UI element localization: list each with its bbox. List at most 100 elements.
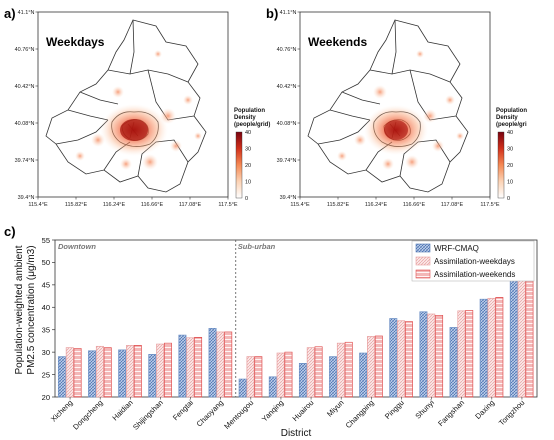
bar-assimilation-weekends-fangshan xyxy=(465,310,474,398)
x-tick-label-yanqing: Yanqing xyxy=(260,398,285,423)
panel-c-letter: c) xyxy=(4,224,16,239)
bar-assimilation-weekdays-yanqing xyxy=(276,352,285,398)
bar-wrf-cmaq-fangshan xyxy=(449,327,458,398)
map-b-lon-tick-label: 116.24°E xyxy=(365,202,388,208)
colorbar-a-title-line1: Population xyxy=(234,108,265,114)
map-b-frame xyxy=(299,11,491,198)
bar-assimilation-weekends-daxing xyxy=(495,297,504,398)
map-b-lon-tick-label: 117.5°E xyxy=(480,202,500,208)
bar-assimilation-weekdays-shijingshan xyxy=(156,343,165,398)
bar-chart-y-ticks: 20 25 30 35 40 45 50 55 xyxy=(42,236,55,402)
y-tick-label: 40 xyxy=(42,303,50,312)
legend-box xyxy=(411,240,535,282)
bar-chart-legend: WRF-CMAQ Assimilation-weekdays Assimilat… xyxy=(411,240,535,282)
y-tick-label: 25 xyxy=(42,370,50,379)
colorbar-b-tick-10: 10 xyxy=(507,180,513,186)
bar-assimilation-weekends-dongcheng xyxy=(103,347,112,398)
y-tick-label: 35 xyxy=(42,326,50,335)
colorbar-b-title-line3: (people/gri xyxy=(496,122,527,128)
bar-wrf-cmaq-huairou xyxy=(298,363,307,398)
bar-wrf-cmaq-chaoyang xyxy=(208,328,217,398)
colorbar-a-tick-40: 40 xyxy=(245,130,251,136)
map-a-lon-tick-label: 117.08°E xyxy=(179,202,202,208)
bar-assimilation-weekends-shijingshan xyxy=(164,342,172,398)
legend-swatch-assim-weekends xyxy=(415,269,431,279)
bar-wrf-cmaq-yanqing xyxy=(268,376,277,398)
colorbar-b-title-line2: Density xyxy=(496,115,518,121)
bar-wrf-cmaq-shunyi xyxy=(419,311,428,398)
map-a-lat-tick-label: 40.42°N xyxy=(15,84,35,90)
x-tick-label-tongzhou: Tongzhou xyxy=(497,398,526,427)
map-a-lat-tick-label: 39.4°N xyxy=(18,195,35,201)
x-tick-label-daxing: Daxing xyxy=(473,398,496,421)
bar-assimilation-weekends-tongzhou xyxy=(525,277,534,398)
bar-assimilation-weekdays-tongzhou xyxy=(517,277,526,398)
bar-wrf-cmaq-mentougou xyxy=(238,378,247,398)
colorbar-a-ticks: 40 30 20 10 0 xyxy=(245,130,251,202)
map-b-lon-tick-label: 115.4°E xyxy=(290,202,310,208)
legend-label-assim-weekends: Assimilation-weekends xyxy=(434,270,515,279)
map-a-lat-ticks: 41.1°N 40.76°N 40.42°N 40.08°N 39.74°N 39.4°N xyxy=(15,10,38,201)
colorbar-a-title-line2: Density xyxy=(234,115,256,121)
y-tick-label: 55 xyxy=(42,236,50,245)
bar-wrf-cmaq-tongzhou xyxy=(509,262,518,398)
panel-c: c) Population-weighted ambient PM2.5 con… xyxy=(4,224,538,439)
bar-chart-xlabel: District xyxy=(281,428,312,439)
y-tick-label: 30 xyxy=(42,348,50,357)
map-b-lon-tick-label: 117.08°E xyxy=(441,202,464,208)
colorbar-b-tick-40: 40 xyxy=(507,130,513,136)
x-tick-label-shijingshan: Shijingshan xyxy=(131,398,165,432)
bar-assimilation-weekdays-haidian xyxy=(126,345,134,398)
map-a-lat-tick-label: 41.1°N xyxy=(18,10,35,16)
bar-assimilation-weekdays-miyun xyxy=(336,342,345,398)
bar-assimilation-weekdays-changping xyxy=(367,336,375,398)
panel-b: b) xyxy=(266,6,527,208)
bar-assimilation-weekdays-chaoyang xyxy=(216,331,225,398)
colorbar-a-tick-30: 30 xyxy=(245,147,251,153)
panel-b-letter: b) xyxy=(266,6,278,21)
x-tick-label-mentougou: Mentougou xyxy=(222,398,255,431)
panel-a: a) xyxy=(4,6,270,208)
bar-wrf-cmaq-dongcheng xyxy=(88,350,97,398)
bar-chart-bars xyxy=(57,262,534,398)
colorbar-a-tick-0: 0 xyxy=(245,196,248,202)
bar-assimilation-weekdays-daxing xyxy=(487,297,496,398)
bar-wrf-cmaq-miyun xyxy=(329,356,338,398)
map-b-lon-ticks: 115.4°E 115.82°E 116.24°E 116.66°E 117.08°E 1… xyxy=(290,197,500,208)
legend-swatch-assim-weekdays xyxy=(415,256,431,266)
bar-chart-ylabel-line2: PM2.5 concentration (μg/m3) xyxy=(26,245,37,374)
bar-wrf-cmaq-shijingshan xyxy=(148,354,157,398)
region-label-suburban: Sub-urban xyxy=(238,242,276,251)
x-tick-label-miyun: Miyun xyxy=(325,398,346,419)
bar-assimilation-weekdays-xicheng xyxy=(65,347,74,398)
bar-assimilation-weekends-chaoyang xyxy=(224,331,233,398)
map-b-density xyxy=(337,50,464,170)
map-a-colorbar: Population Density (people/grid) 40 30 2… xyxy=(234,108,270,202)
x-tick-label-haidian: Haidian xyxy=(110,398,134,422)
colorbar-b-tick-20: 20 xyxy=(507,163,513,169)
bar-wrf-cmaq-haidian xyxy=(118,349,127,398)
bar-assimilation-weekends-yanqing xyxy=(284,351,293,398)
bar-assimilation-weekends-pinggu xyxy=(405,321,413,398)
legend-swatch-wrf-cmaq xyxy=(415,243,431,253)
colorbar-b-ticks: 40 30 20 10 0 xyxy=(507,130,513,202)
map-b-lat-tick-label: 39.74°N xyxy=(277,158,297,164)
bar-assimilation-weekends-fengtai xyxy=(194,336,203,398)
bar-assimilation-weekends-miyun xyxy=(344,341,353,398)
colorbar-b-tick-30: 30 xyxy=(507,147,513,153)
y-tick-label: 45 xyxy=(42,281,50,290)
region-label-downtown: Downtown xyxy=(58,242,96,251)
bar-assimilation-weekends-huairou xyxy=(314,346,323,398)
x-tick-label-fengtai: Fengtai xyxy=(171,398,195,422)
x-tick-label-dongcheng: Dongcheng xyxy=(71,398,104,431)
map-b-title: Weekends xyxy=(308,35,367,49)
map-b-lon-tick-label: 116.66°E xyxy=(403,202,426,208)
map-a-lon-tick-label: 116.24°E xyxy=(103,202,126,208)
y-tick-label: 50 xyxy=(42,258,50,267)
map-a-lat-tick-label: 40.08°N xyxy=(15,121,35,127)
bar-wrf-cmaq-daxing xyxy=(479,298,488,398)
map-b-lat-tick-label: 40.76°N xyxy=(277,47,297,53)
x-tick-label-chaoyang: Chaoyang xyxy=(195,398,226,429)
bar-assimilation-weekends-changping xyxy=(374,335,383,398)
